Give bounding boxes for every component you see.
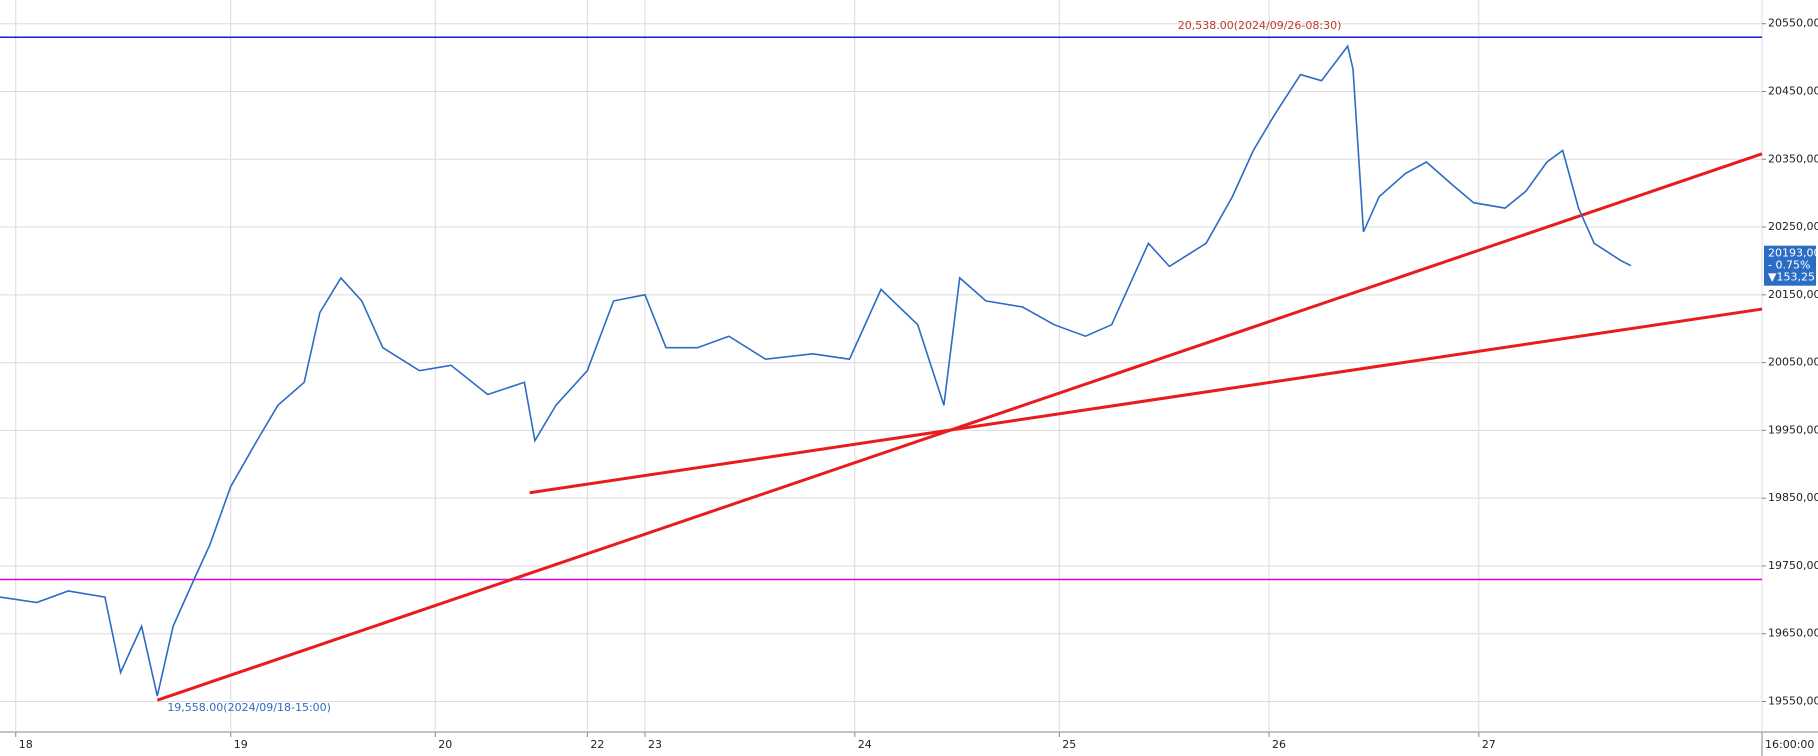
x-tick-label: 16:00:00 [1765,738,1814,751]
y-tick-label: 19950,00 [1768,423,1818,436]
last-price-background [1764,245,1816,286]
x-tick-label: 26 [1272,738,1286,751]
high-annotation: 20,538.00(2024/09/26-08:30) [1178,19,1342,32]
last-price-box: 20193,00 - 0.75% ▼153,25 [1764,245,1818,286]
y-tick-label: 20350,00 [1768,152,1818,165]
low-annotation: 19,558.00(2024/09/18-15:00) [167,701,331,714]
x-tick-label: 27 [1482,738,1496,751]
x-tick-label: 25 [1062,738,1076,751]
x-tick-label: 22 [590,738,604,751]
y-tick-label: 19550,00 [1768,695,1818,708]
y-tick-label: 20050,00 [1768,356,1818,369]
y-tick-label: 20150,00 [1768,288,1818,301]
plot [0,36,1763,702]
x-tick-label: 23 [648,738,662,751]
change-percent: - 0.75% [1768,259,1810,272]
x-tick-label: 24 [858,738,872,751]
y-tick-label: 20550,00 [1768,17,1818,30]
x-tick-label: 20 [438,738,452,751]
y-tick-label: 19850,00 [1768,491,1818,504]
y-tick-label: 19750,00 [1768,559,1818,572]
trend-line [156,152,1763,702]
last-price: 20193,00 [1768,247,1818,260]
trend-line [529,307,1763,495]
price-line [0,44,1632,697]
y-tick-label: 20450,00 [1768,85,1818,98]
y-tick-label: 20250,00 [1768,220,1818,233]
grid [0,0,1763,732]
x-tick-label: 19 [234,738,248,751]
change: ▼153,25 [1768,271,1815,284]
y-tick-label: 19650,00 [1768,627,1818,640]
x-tick-label: 18 [19,738,33,751]
